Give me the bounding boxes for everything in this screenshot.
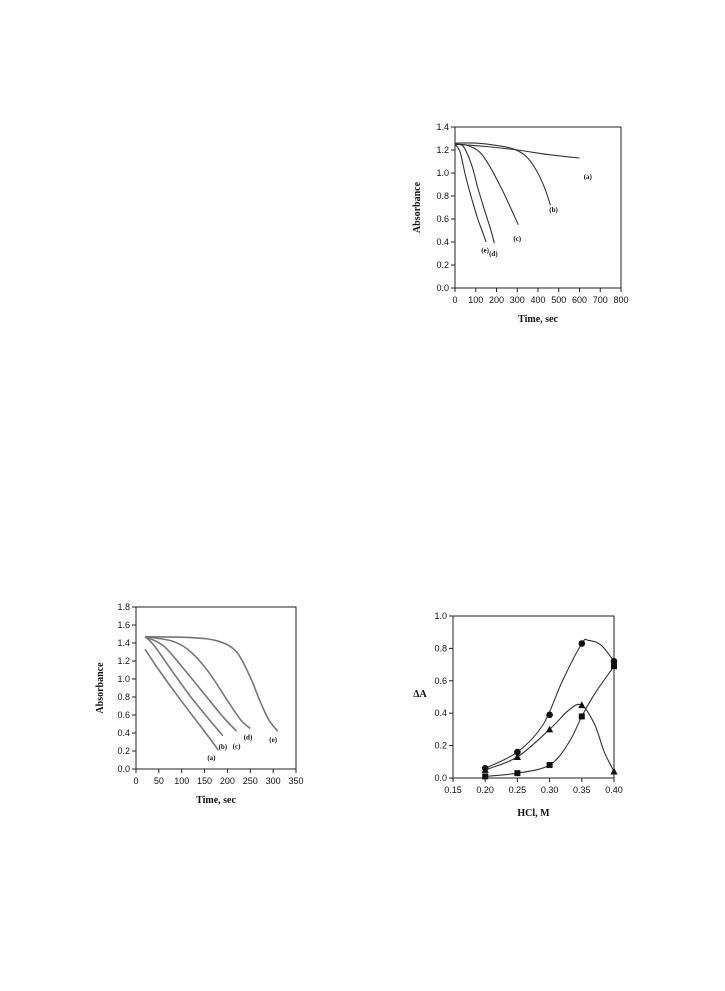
curve-label: (d) bbox=[489, 250, 498, 258]
y-tick-label: 1.4 bbox=[436, 122, 449, 132]
data-point-circle bbox=[610, 658, 618, 665]
plot-frame bbox=[454, 126, 622, 289]
y-axis-title: Absorbance bbox=[95, 662, 106, 714]
x-tick-label: 0 bbox=[133, 776, 138, 786]
y-tick-label: 0.0 bbox=[436, 283, 449, 293]
y-tick-label: 0.6 bbox=[117, 710, 130, 720]
series-line-2 bbox=[144, 635, 238, 732]
y-tick-label: 1.0 bbox=[434, 611, 447, 621]
y-tick-label: 1.0 bbox=[436, 168, 449, 178]
chart-c1: 0 100 200 300 400 500 600 700 800 0.0 0.2 0.4 0.6 0.8… bbox=[412, 122, 629, 325]
curve-label: (c) bbox=[513, 235, 521, 243]
y-tick-label: 0.2 bbox=[434, 741, 447, 751]
x-tick-label: 0.20 bbox=[476, 785, 494, 795]
series-line-4 bbox=[145, 635, 279, 732]
x-tick-label: 800 bbox=[613, 295, 628, 305]
series-line-3 bbox=[454, 143, 495, 244]
x-axis-title: HCl, M bbox=[517, 808, 550, 819]
series-line-2 bbox=[454, 143, 519, 226]
x-tick-label: 250 bbox=[243, 776, 258, 786]
x-tick-label: 0 bbox=[452, 295, 457, 305]
series-line-0 bbox=[484, 638, 615, 769]
plot-frame bbox=[452, 615, 615, 779]
series-line-3 bbox=[144, 635, 251, 730]
data-point-square bbox=[546, 762, 553, 769]
x-tick-label: 350 bbox=[288, 776, 303, 786]
y-tick-label: 0.0 bbox=[117, 764, 130, 774]
x-tick-label: 400 bbox=[530, 295, 545, 305]
x-tick-label: 200 bbox=[220, 776, 235, 786]
chart-c3: 0.15 0.20 0.25 0.30 0.35 0.40 0.0 0.2 0.4 0.6 0.8 1… bbox=[413, 611, 623, 819]
y-tick-label: 0.8 bbox=[117, 692, 130, 702]
x-tick-label: 0.40 bbox=[605, 785, 623, 795]
data-point-circle bbox=[546, 711, 553, 719]
y-axis-title: Absorbance bbox=[412, 181, 423, 233]
data-point-square bbox=[611, 663, 617, 670]
x-tick-label: 300 bbox=[266, 776, 281, 786]
curve-label: (a) bbox=[207, 754, 216, 762]
x-tick-label: 300 bbox=[510, 295, 525, 305]
curve-label: (b) bbox=[549, 206, 558, 214]
x-tick-label: 0.25 bbox=[509, 785, 527, 795]
y-tick-label: 1.8 bbox=[117, 602, 130, 612]
y-tick-label: 1.4 bbox=[117, 638, 130, 648]
x-tick-label: 100 bbox=[468, 295, 483, 305]
y-tick-label: 1.2 bbox=[117, 656, 130, 666]
y-tick-label: 1.0 bbox=[117, 674, 130, 684]
series-line-4 bbox=[454, 143, 487, 243]
x-axis-title: Time, sec bbox=[518, 314, 558, 325]
x-tick-label: 500 bbox=[551, 295, 566, 305]
curve-label: (a) bbox=[584, 173, 593, 181]
x-tick-label: 0.30 bbox=[541, 785, 559, 795]
y-tick-label: 0.6 bbox=[434, 676, 447, 686]
curve-label: (b) bbox=[219, 743, 228, 751]
y-tick-label: 0.4 bbox=[117, 728, 130, 738]
x-tick-label: 600 bbox=[572, 295, 587, 305]
y-tick-label: 0.4 bbox=[436, 237, 449, 247]
data-point-square bbox=[514, 770, 521, 777]
y-tick-label: 0.2 bbox=[117, 746, 130, 756]
series-line-1 bbox=[484, 703, 615, 772]
x-tick-label: 200 bbox=[489, 295, 504, 305]
data-point-triangle bbox=[578, 701, 586, 709]
y-tick-label: 0.0 bbox=[434, 773, 447, 783]
series-line-0 bbox=[454, 143, 580, 159]
curve-label: (e) bbox=[269, 736, 277, 744]
data-point-triangle bbox=[513, 753, 521, 760]
x-tick-label: 0.15 bbox=[444, 785, 462, 795]
data-point-triangle bbox=[610, 767, 618, 775]
data-point-triangle bbox=[546, 725, 554, 733]
x-tick-label: 100 bbox=[174, 776, 189, 786]
curve-label: (d) bbox=[244, 733, 253, 741]
y-tick-label: 1.6 bbox=[117, 620, 130, 630]
y-tick-label: 0.8 bbox=[434, 643, 447, 653]
curve-label: (c) bbox=[233, 742, 241, 750]
chart-c2: 0 50 100 150 200 250 300 350 0.0 0.2 0.4 0.6 0.8 1.0 1… bbox=[95, 602, 304, 806]
series-line-1 bbox=[454, 142, 552, 206]
series-line-1 bbox=[144, 636, 224, 737]
x-axis-title: Time, sec bbox=[196, 795, 236, 806]
plot-frame bbox=[135, 606, 297, 770]
data-point-square bbox=[578, 713, 585, 720]
curve-label: (e) bbox=[481, 246, 489, 254]
data-point-square bbox=[482, 773, 489, 780]
y-tick-label: 0.2 bbox=[436, 260, 449, 270]
series-line-0 bbox=[144, 648, 219, 751]
x-tick-label: 150 bbox=[197, 776, 212, 786]
y-axis-title: ΔA bbox=[413, 689, 427, 700]
data-point-circle bbox=[578, 640, 586, 647]
data-point-triangle bbox=[481, 766, 489, 773]
y-tick-label: 0.4 bbox=[434, 708, 447, 718]
y-tick-label: 0.8 bbox=[436, 191, 449, 201]
y-tick-label: 1.2 bbox=[436, 145, 449, 155]
x-tick-label: 0.35 bbox=[573, 785, 591, 795]
y-tick-label: 0.6 bbox=[436, 214, 449, 224]
x-tick-label: 50 bbox=[154, 776, 164, 786]
data-point-circle bbox=[514, 748, 521, 756]
x-tick-label: 700 bbox=[593, 295, 608, 305]
